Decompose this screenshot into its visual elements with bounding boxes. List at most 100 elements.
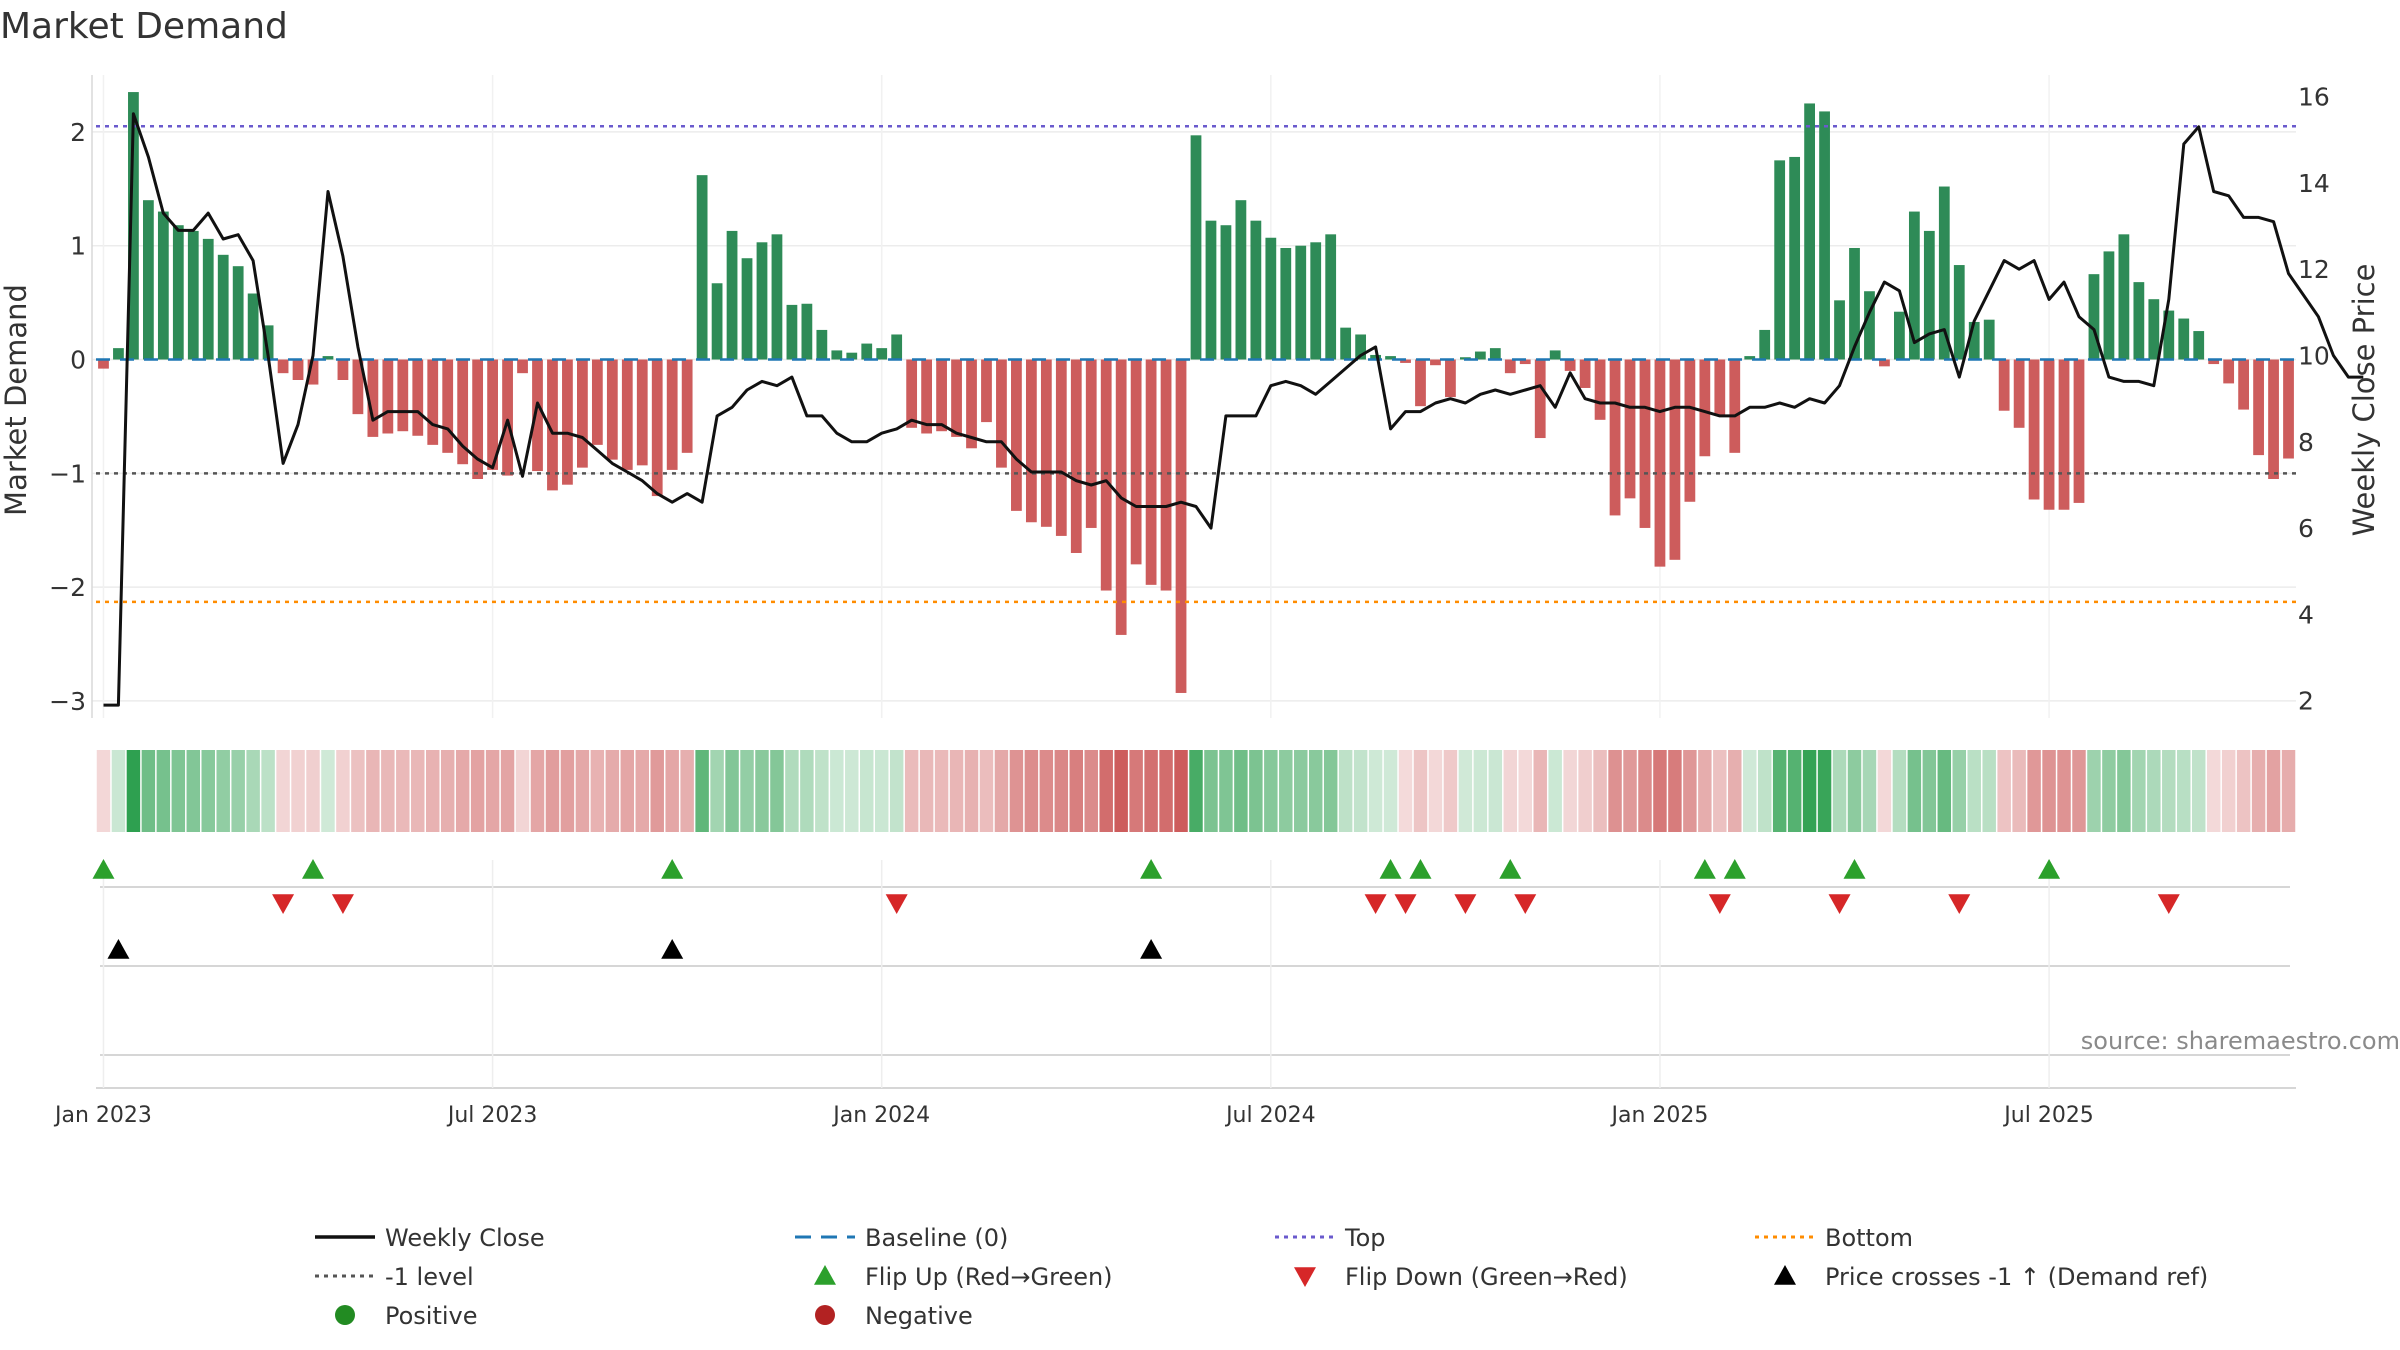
heat-cell	[1503, 750, 1518, 832]
heat-cell	[770, 750, 784, 832]
heat-cell	[1473, 750, 1488, 832]
y2-tick-label: 8	[2298, 428, 2314, 457]
source-credit: source: sharemaestro.com	[2081, 1027, 2400, 1055]
demand-bar	[1624, 359, 1636, 499]
heat-cell	[1563, 750, 1577, 832]
price-cross-marker	[107, 939, 130, 959]
heat-cell	[650, 750, 664, 832]
demand-bar	[2208, 359, 2220, 365]
demand-bar	[1370, 354, 1381, 360]
flip-up-marker	[92, 859, 115, 879]
legend-label: Price crosses -1 ↑ (Demand ref)	[1825, 1263, 2208, 1291]
demand-bar	[2193, 331, 2205, 360]
demand-bar	[1295, 245, 1307, 360]
demand-bar	[1998, 359, 2010, 411]
flip-down-marker	[331, 894, 354, 914]
flip-down-marker	[1514, 894, 1537, 914]
heat-cell	[1817, 750, 1832, 832]
heat-cell	[2102, 750, 2116, 832]
demand-bar	[502, 359, 513, 476]
demand-bar	[2163, 310, 2175, 360]
demand-bar	[1385, 356, 1396, 360]
heat-cell	[949, 750, 964, 832]
heat-cell	[1877, 750, 1892, 832]
heat-cell	[1368, 750, 1383, 832]
heat-cell	[530, 750, 545, 832]
demand-bar	[981, 359, 992, 423]
heat-cell	[979, 750, 994, 832]
demand-bar	[1025, 359, 1037, 523]
heat-cell	[96, 750, 111, 832]
heat-cell	[1174, 750, 1188, 832]
demand-bar	[1639, 359, 1651, 528]
flip-up-marker	[2038, 859, 2061, 879]
heat-cell	[1294, 750, 1308, 832]
heat-cell	[1264, 750, 1278, 832]
heat-cell	[426, 750, 440, 832]
demand-bar	[2058, 359, 2070, 510]
legend-label: Bottom	[1825, 1224, 1913, 1252]
heat-cell	[1488, 750, 1503, 832]
demand-bar	[2178, 318, 2190, 360]
demand-bar	[277, 359, 289, 374]
heat-cell	[1593, 750, 1607, 832]
demand-bar	[651, 359, 663, 497]
y2-tick-label: 2	[2298, 687, 2314, 716]
heat-cell	[1728, 750, 1742, 832]
heat-cell	[1668, 750, 1682, 832]
flip-down-marker	[1364, 894, 1387, 914]
heat-cell	[1443, 750, 1458, 832]
x-tick-label: Jul 2025	[2002, 1103, 2094, 1128]
heat-cell	[2012, 750, 2026, 832]
flip-up-marker	[1499, 859, 1522, 879]
demand-bar	[2073, 359, 2085, 503]
demand-bar	[1579, 359, 1591, 388]
heat-cell	[874, 750, 889, 832]
legend: Weekly Close Baseline (0) Top Bottom -1 leve…	[315, 1224, 2208, 1330]
heat-cell	[1623, 750, 1637, 832]
demand-bar	[1864, 291, 1875, 360]
demand-bar	[591, 359, 603, 445]
y-tick-label: −3	[49, 687, 86, 716]
demand-bar	[1130, 359, 1142, 565]
demand-bar	[322, 356, 334, 360]
heat-cell	[1743, 750, 1757, 832]
demand-bar	[113, 348, 124, 360]
demand-bar	[936, 359, 947, 432]
y2-tick-label: 4	[2298, 600, 2314, 629]
demand-bar	[711, 283, 723, 360]
heat-cell	[1054, 750, 1069, 832]
demand-bar	[951, 359, 962, 437]
heat-cell	[1383, 750, 1398, 832]
heat-cell	[306, 750, 320, 832]
y-axis-label: Market Demand	[0, 284, 33, 516]
heat-cell	[1144, 750, 1158, 832]
heat-cell	[440, 750, 455, 832]
demand-bar	[157, 211, 169, 360]
heat-cell	[1458, 750, 1473, 832]
demand-bar	[1325, 234, 1337, 360]
reference-levels	[96, 124, 2296, 604]
heat-cell	[366, 750, 380, 832]
heat-cell	[2206, 750, 2221, 832]
heat-cell	[1802, 750, 1817, 832]
heat-cell	[800, 750, 814, 832]
demand-bar	[1609, 359, 1621, 516]
heat-cell	[1189, 750, 1203, 832]
heat-cell	[111, 750, 126, 832]
demand-bar	[966, 359, 977, 449]
heat-cell	[1069, 750, 1084, 832]
y2-tick-label: 14	[2298, 169, 2330, 198]
heat-cell	[485, 750, 500, 832]
demand-bar	[547, 359, 558, 491]
demand-bar	[1953, 265, 1965, 360]
demand-bar	[262, 325, 274, 360]
heat-cell	[1907, 750, 1922, 832]
legend-swatch	[335, 1305, 355, 1325]
heat-cell	[1428, 750, 1443, 832]
heat-cell	[1548, 750, 1562, 832]
heat-cell	[2236, 750, 2251, 832]
y2-tick-label: 6	[2298, 514, 2314, 543]
demand-bar	[1594, 359, 1606, 420]
